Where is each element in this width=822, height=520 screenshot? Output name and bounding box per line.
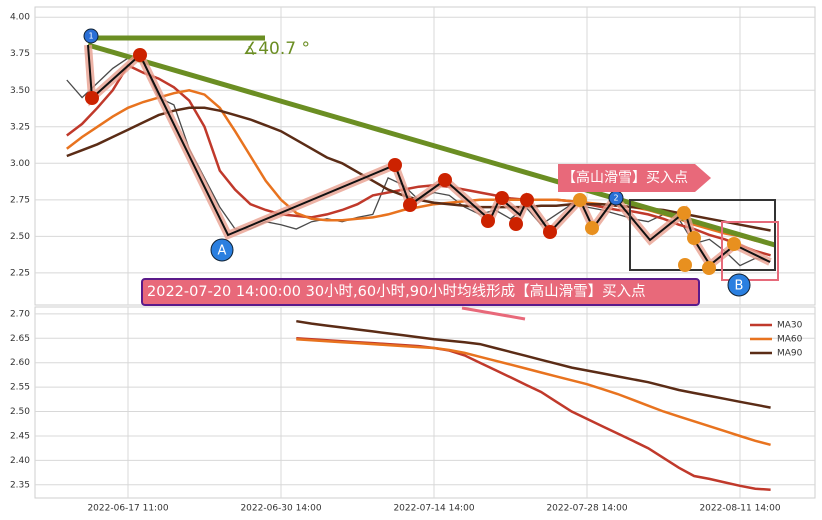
wave-highlight xyxy=(84,44,772,271)
y-tick-label: 2.60 xyxy=(10,358,30,368)
marker xyxy=(727,273,751,297)
marker xyxy=(687,231,701,245)
angle-label: ∡40.7 ° xyxy=(243,39,310,59)
y-tick-label: 2.50 xyxy=(10,232,30,242)
legend-label: MA30 xyxy=(777,321,803,331)
signal-pointer xyxy=(461,306,526,321)
marker xyxy=(481,214,495,228)
y-tick-label: 3.25 xyxy=(10,122,30,132)
marker xyxy=(495,191,509,205)
marker xyxy=(727,237,741,251)
y-tick-label: 3.75 xyxy=(10,49,30,59)
bottom-plot-frame xyxy=(34,306,816,499)
signal-text: 2022-07-20 14:00:00 30小时,60小时,90小时均线形成【高… xyxy=(147,283,646,300)
marker-label: 1 xyxy=(88,32,93,41)
y-tick-label: 2.75 xyxy=(10,195,30,205)
series-line xyxy=(296,337,771,491)
legend-label: MA90 xyxy=(777,349,803,359)
marker xyxy=(388,158,402,172)
y-tick-label: 2.70 xyxy=(10,309,30,319)
y-tick-label: 2.50 xyxy=(10,407,30,417)
marker xyxy=(83,28,99,44)
y-tick-label: 2.25 xyxy=(10,268,30,278)
y-tick-label: 3.50 xyxy=(10,86,30,96)
marker xyxy=(210,238,234,262)
x-tick-label: 2022-06-30 14:00 xyxy=(240,504,321,514)
signal-markers xyxy=(83,28,751,297)
trend-line xyxy=(87,42,776,248)
annotation-layer: 1 2 A B ∡40.7 ° 【高山滑雪】买入点 2022-07-20 14:… xyxy=(83,28,779,321)
x-tick-label: 2022-07-14 14:00 xyxy=(393,504,474,514)
marker xyxy=(543,225,557,239)
marker xyxy=(133,48,147,62)
marker xyxy=(520,193,534,207)
marker xyxy=(678,258,692,272)
x-tick-label: 2022-07-28 14:00 xyxy=(546,504,627,514)
marker xyxy=(585,221,599,235)
series-line xyxy=(296,319,771,409)
callout-arrow xyxy=(558,164,711,192)
target-box xyxy=(721,221,779,281)
x-tick-label: 2022-06-17 11:00 xyxy=(87,504,168,514)
marker xyxy=(573,193,587,207)
legend-label: MA60 xyxy=(777,335,803,345)
marker-label: 2 xyxy=(613,194,618,203)
x-tick-label: 2022-08-11 14:00 xyxy=(699,504,780,514)
signal-banner xyxy=(141,278,700,306)
y-tick-label: 2.40 xyxy=(10,456,30,466)
y-tick-label: 4.00 xyxy=(10,13,30,23)
callout-text: 【高山滑雪】买入点 xyxy=(562,169,688,186)
marker xyxy=(702,261,716,275)
series-line xyxy=(66,63,771,257)
marker-label: A xyxy=(218,244,227,259)
series-line xyxy=(296,337,771,447)
y-tick-label: 3.00 xyxy=(10,159,30,169)
y-tick-label: 2.55 xyxy=(10,383,30,393)
marker xyxy=(85,91,99,105)
y-tick-label: 2.35 xyxy=(10,480,30,490)
marker xyxy=(403,198,417,212)
marker-label: B xyxy=(735,279,744,294)
y-tick-label: 2.45 xyxy=(10,431,30,441)
marker xyxy=(509,217,523,231)
marker xyxy=(677,206,691,220)
top-plot-frame xyxy=(34,6,816,306)
marker xyxy=(438,173,452,187)
series-line xyxy=(66,57,771,267)
y-tick-label: 2.65 xyxy=(10,334,30,344)
